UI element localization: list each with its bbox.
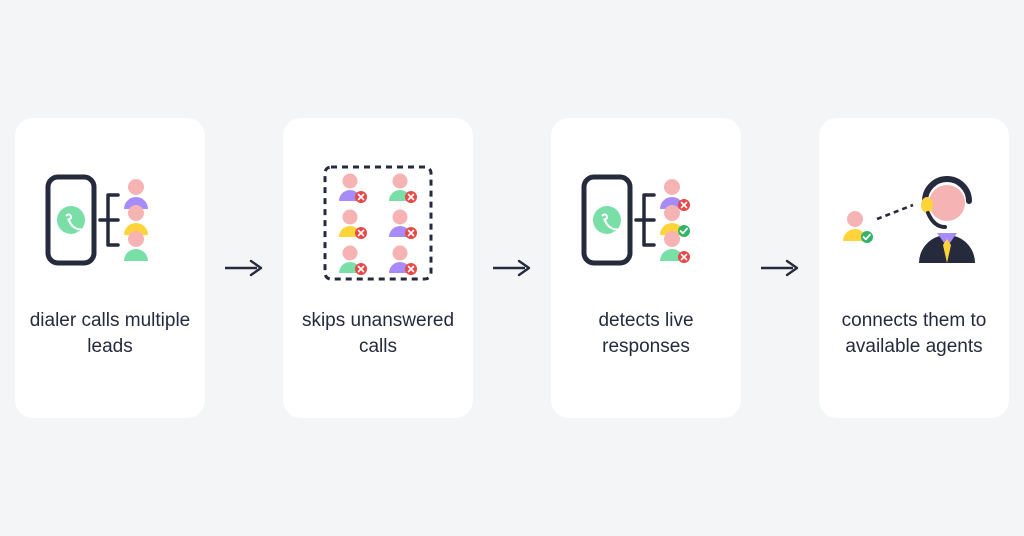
step-card-2: skips unanswered calls [283,118,473,418]
step-caption-1: dialer calls multiple leads [15,298,205,359]
arrow-2 [491,254,533,282]
arrow-1 [223,254,265,282]
step-caption-4: connects them to available agents [819,298,1009,359]
step-card-3: detects live responses [551,118,741,418]
illustration-connect-agent [829,148,999,298]
step-caption-2: skips unanswered calls [283,298,473,359]
arrow-3 [759,254,801,282]
step-card-4: connects them to available agents [819,118,1009,418]
step-caption-3: detects live responses [551,298,741,359]
step-card-1: dialer calls multiple leads [15,118,205,418]
illustration-dialer-calls [25,148,195,298]
illustration-skip-unanswered [293,148,463,298]
illustration-detect-live [561,148,731,298]
flow-container: dialer calls multiple leads [15,118,1009,418]
